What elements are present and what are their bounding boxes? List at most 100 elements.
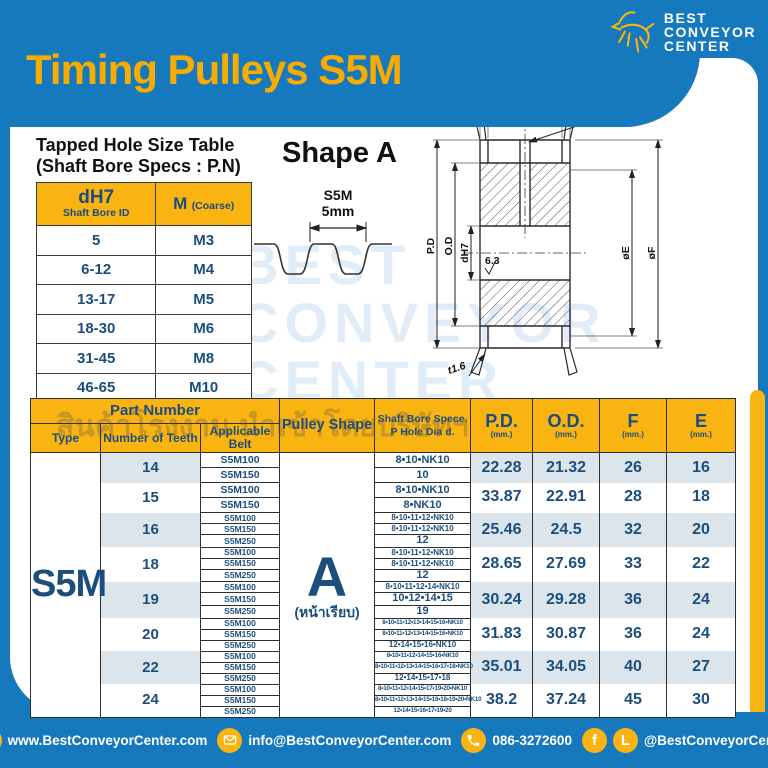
header-f: F (mm.) [599,397,668,454]
main-table-body: S5M 14 S5M100 A (หน้าเรียบ) 8•10•NK10 22.28 21.… [30,452,737,718]
belt-cell: S5M150 [199,523,281,536]
tapped-bore-value: 5 [35,225,157,256]
tapped-hole-table: dH7 Shaft Bore ID M (Coarse) 5 M3 6-12 M4 13… [35,182,252,403]
belt-cell: S5M250 [199,705,281,718]
pd-value: 30.24 [470,581,534,619]
line-icon[interactable]: L [612,727,638,753]
spec-row: 24 S5M100 8•10•11•12•14•15•17•19•20•NK10 38… [31,683,737,718]
teeth-count-cell: 15 [100,482,201,513]
shape-a-heading: Shape A [282,137,397,169]
bore-spec-cell: 8•NK10 [374,497,472,514]
spec-row: 18 S5M100 8•10•11•12•NK10 28.65 27.69 33 22 [31,546,737,582]
spec-row: 16 S5M100 8•10•11•12•NK10 25.46 24.5 32 20 [31,512,737,548]
footer-email[interactable]: info@BestConveyorCenter.com [217,727,452,753]
spec-row: S5M150 10 [31,467,736,484]
e-value: 30 [666,684,737,718]
od-value: 29.28 [532,581,601,619]
dim-od-label: O.D [443,236,455,255]
f-value: 26 [599,452,668,483]
spec-row: S5M150 8•10•11•12•NK10 [31,523,736,536]
teeth-count-cell: 19 [100,581,201,619]
spec-row: 22 S5M100 8•10•11•12•14•15•16•NK10 35.01 34.… [31,650,737,685]
belt-cell: S5M100 [199,546,281,559]
belt-cell: S5M100 [199,581,281,594]
shape-letter: A [306,545,348,609]
tooth-profile-diagram: S5M 5mm [254,187,392,275]
e-value: 16 [666,452,737,483]
belt-cell: S5M150 [199,592,281,606]
dim-t16-label: t1.6 [446,360,467,377]
bore-spec-cell: 8•10•11•12•14•15•17•19•20•NK10 [374,683,472,696]
type-cell: S5M [30,452,107,718]
tapped-col-bore-header: dH7 Shaft Bore ID [35,182,157,226]
f-value: 36 [599,581,668,619]
belt-cell: S5M250 [199,568,281,583]
brand-logo: BEST CONVEYOR CENTER [606,6,756,58]
bore-spec-cell: 8•10•11•12•14•NK10 [374,581,472,594]
footer-email-text[interactable]: info@BestConveyorCenter.com [248,732,452,748]
dim-dh7-label: dH7 [459,243,471,263]
spec-row: 20 S5M100 8•10•11•12•13•14•15•16•NK10 31.83… [31,617,737,652]
pd-value: 38.2 [470,684,534,718]
od-value: 37.24 [532,684,601,718]
spec-row: S5M250 12•14•15•16•17•19•20 [31,705,736,718]
teeth-count-cell: 24 [100,684,201,718]
bore-spec-cell: 8•10•11•12•13•14•15•16•NK10 [374,617,472,630]
footer-social-text[interactable]: @BestConveyorCenter [643,732,768,748]
f-value: 36 [599,618,668,652]
spec-row: 15 S5M100 8•10•NK10 33.87 22.91 28 18 [31,482,737,513]
footer-social[interactable]: f L @BestConveyorCenter [581,727,768,753]
spec-row: S5M150 8•10•11•12•13•14•15•16•NK10 [31,628,736,641]
dim-roughness-label: 6.3 [485,255,500,267]
spec-row: 19 S5M100 8•10•11•12•14•NK10 30.24 29.28 36 24 [31,581,737,619]
footer-website[interactable]: www.BestConveyorCenter.com [0,727,208,753]
tapped-bore-value: 46-65 [35,372,157,403]
tapped-row: 5 M3 [35,225,252,256]
e-value: 27 [666,651,737,685]
dim-pd-label: P.D [425,238,437,255]
pitch-label: 5mm [322,203,355,219]
belt-cell: S5M100 [199,452,281,469]
tapped-row: 31-45 M8 [35,343,252,374]
belt-cell: S5M250 [199,672,281,685]
bore-spec-cell: 12 [374,534,472,548]
spec-row: S5M150 8•10•11•12•13•14•15•16•18•19•20•NK… [31,694,736,707]
footer-website-text[interactable]: www.BestConveyorCenter.com [7,732,208,748]
bore-spec-cell: 8•10•11•12•NK10 [374,546,472,559]
bore-spec-cell: 8•10•NK10 [374,482,472,499]
belt-cell: S5M150 [199,694,281,707]
bore-spec-cell: 8•10•11•12•14•15•16•NK10 [374,650,472,663]
yellow-accent-bar [750,390,765,712]
bore-spec-cell: 10 [374,467,472,484]
footer-phone-text[interactable]: 086-3272600 [492,732,572,748]
footer-phone[interactable]: 086-3272600 [461,727,572,753]
bore-spec-cell: 12•14•15•17•18 [374,672,472,685]
facebook-icon[interactable]: f [581,727,607,753]
tapped-bore-value: 6-12 [35,254,157,285]
page-title: Timing Pulleys S5M [26,46,403,93]
f-value: 40 [599,651,668,685]
tapped-table-heading: Tapped Hole Size Table (Shaft Bore Specs… [36,135,241,176]
spec-row: S5M250 12 [31,568,736,583]
od-value: 27.69 [532,547,601,582]
belt-cell: S5M150 [199,497,281,514]
footer-bar: www.BestConveyorCenter.com info@BestConv… [0,712,768,768]
header-shaft-bore: Shaft Bore Spece. P Hole Dia d. [374,397,472,454]
pd-value: 25.46 [470,512,534,548]
e-value: 18 [666,482,737,513]
bore-spec-cell: 8•10•11•12•NK10 [374,523,472,536]
belt-cell: S5M100 [199,512,281,525]
teeth-count-cell: 22 [100,651,201,685]
globe-icon [0,727,2,753]
dim-e-label: øE [620,246,632,259]
bore-spec-cell: 12•14•15•16•NK10 [374,639,472,652]
f-value: 33 [599,547,668,582]
brand-logo-text: BEST CONVEYOR CENTER [663,9,756,55]
belt-cell: S5M100 [199,683,281,696]
od-value: 22.91 [532,482,601,513]
spec-row: S5M 14 S5M100 A (หน้าเรียบ) 8•10•NK10 22.28 21.… [30,452,737,718]
pd-value: 35.01 [470,651,534,685]
header-e: E (mm.) [666,397,737,454]
header-pulley-shape: Pulley Shape [279,397,376,454]
bore-spec-cell: 8•10•11•12•13•14•15•16•17•18•NK10 [374,661,473,674]
